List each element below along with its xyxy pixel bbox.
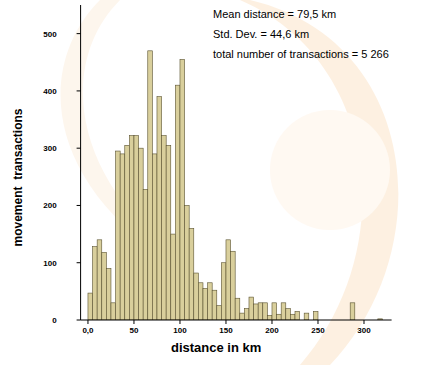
x-tick: [317, 320, 318, 324]
histogram-bar: [139, 148, 144, 320]
histogram-bar: [258, 303, 263, 320]
background-decoration: [61, 0, 399, 365]
y-tick: [77, 320, 81, 321]
histogram-bar: [185, 205, 190, 320]
x-tick-label: 0,0: [82, 326, 94, 335]
histogram-bar: [93, 247, 98, 320]
histogram-bar: [281, 303, 286, 320]
histogram-bar: [111, 303, 116, 320]
x-tick-label: 100: [173, 326, 187, 335]
histogram-bar: [240, 313, 245, 320]
x-tick-label: 300: [357, 326, 371, 335]
histogram-bar: [157, 97, 162, 320]
histogram-bar: [194, 273, 199, 320]
histogram-bar: [88, 293, 93, 320]
histogram-bar: [162, 136, 167, 320]
x-axis: [81, 320, 392, 321]
histogram-bar: [129, 136, 134, 320]
histogram-bar: [350, 303, 355, 320]
annotation: Mean distance = 79,5 km: [213, 8, 336, 20]
x-tick: [225, 320, 226, 324]
y-tick-label: 300: [43, 144, 57, 153]
histogram-bar: [313, 311, 318, 320]
swoosh: [270, 110, 390, 230]
y-tick-label: 200: [43, 201, 57, 210]
x-axis-label: distance in km: [171, 340, 261, 355]
histogram-bar: [208, 283, 213, 320]
annotation: total number of transactions = 5 266: [213, 48, 389, 60]
histogram-bar: [171, 234, 176, 320]
y-axis: [80, 5, 81, 320]
histogram-bar: [286, 309, 291, 320]
bars: [88, 51, 382, 320]
histogram-bar: [152, 154, 157, 320]
y-tick-label: 500: [43, 30, 57, 39]
y-tick: [77, 90, 81, 91]
histogram-bar: [198, 283, 203, 320]
x-tick-label: 250: [311, 326, 325, 335]
histogram-bar: [267, 315, 272, 320]
histogram-bar: [189, 228, 194, 320]
histogram-bar: [290, 314, 295, 320]
histogram-bar: [226, 240, 231, 320]
histogram-bar: [254, 304, 259, 320]
y-tick: [77, 262, 81, 263]
histogram-bar: [217, 306, 222, 320]
histogram-bar: [304, 313, 309, 320]
x-tick-label: 200: [265, 326, 279, 335]
x-tick: [271, 320, 272, 324]
y-tick-label: 0: [52, 316, 57, 325]
histogram-bar: [277, 314, 282, 320]
histogram-bar: [249, 297, 254, 320]
histogram-bar: [295, 311, 300, 320]
histogram-bar: [116, 151, 121, 320]
histogram-bar: [134, 136, 139, 320]
y-tick-label: 100: [43, 259, 57, 268]
histogram-bar: [120, 154, 125, 320]
y-tick-label: 400: [43, 87, 57, 96]
histogram-bar: [235, 298, 240, 320]
histogram-bar: [125, 145, 130, 320]
x-tick-label: 50: [130, 326, 139, 335]
histogram-bar: [175, 85, 180, 320]
histogram-bar: [231, 251, 236, 320]
x-tick-label: 150: [219, 326, 233, 335]
histogram-bar: [180, 59, 185, 320]
histogram-bar: [166, 145, 171, 320]
x-tick: [133, 320, 134, 324]
histogram-bar: [272, 303, 277, 320]
y-tick: [77, 33, 81, 34]
histogram-bar: [143, 189, 148, 320]
x-tick: [363, 320, 364, 324]
histogram-bar: [102, 252, 107, 320]
y-axis-label: movement transactions: [11, 108, 25, 246]
histogram-bar: [221, 263, 226, 320]
histogram-bar: [106, 268, 111, 320]
y-tick: [77, 205, 81, 206]
annotation: Std. Dev. = 44,6 km: [213, 28, 309, 40]
histogram-bar: [203, 289, 208, 321]
histogram-bar: [212, 290, 217, 320]
x-tick: [87, 320, 88, 324]
x-tick: [179, 320, 180, 324]
histogram-bar: [263, 303, 268, 320]
histogram-bar: [244, 309, 249, 320]
histogram-bar: [97, 240, 102, 320]
histogram-bar: [148, 51, 153, 320]
y-tick: [77, 148, 81, 149]
